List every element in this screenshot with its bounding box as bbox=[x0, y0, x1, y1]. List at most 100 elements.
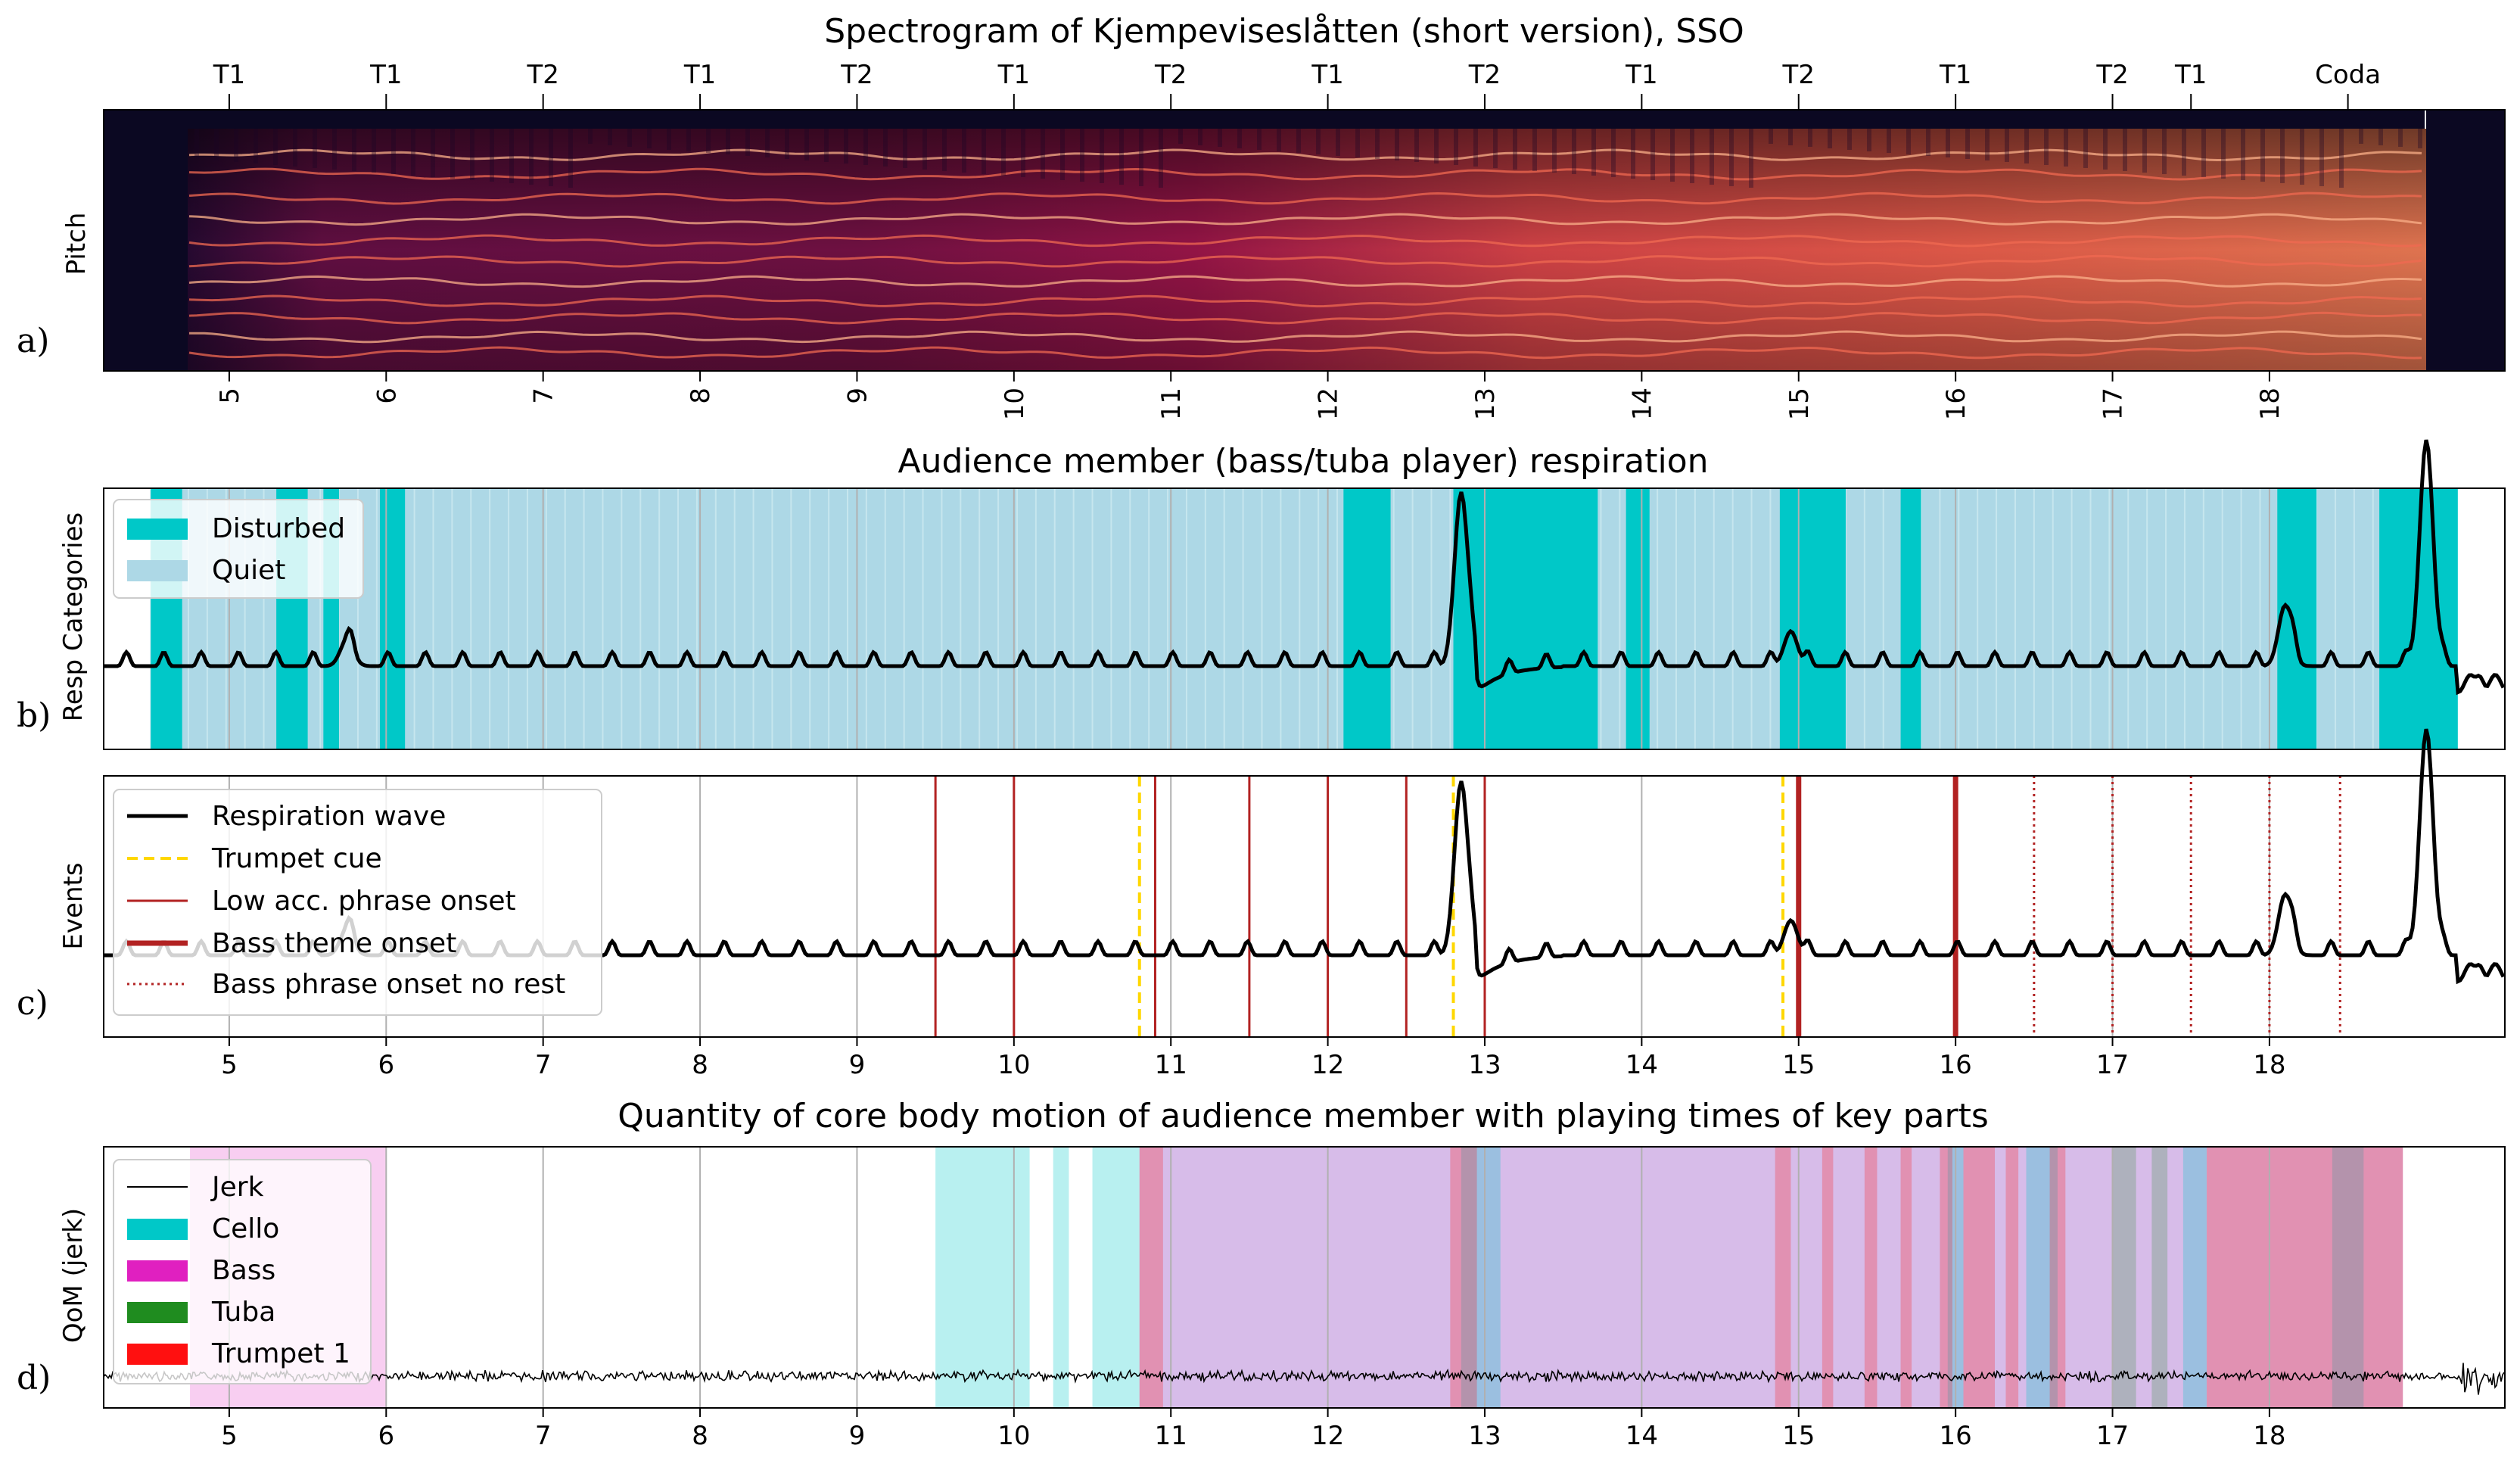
section-label-9: T1 bbox=[1625, 60, 1657, 90]
legend-bass-phrase-label: Bass phrase onset no rest bbox=[212, 969, 565, 1000]
section-label-0: T1 bbox=[213, 60, 245, 90]
tick-label-ticksC-14: 14 bbox=[1626, 1050, 1658, 1080]
tick-label-ticksD-15: 15 bbox=[1782, 1421, 1815, 1451]
trumpet-1-span-2 bbox=[1775, 1147, 1791, 1408]
trumpet-1-span-10 bbox=[2206, 1147, 2403, 1408]
section-label-11: T1 bbox=[1939, 60, 1971, 90]
panel-d: Quantity of core body motion of audience… bbox=[17, 1097, 2506, 1451]
trumpet-1-span-5 bbox=[1900, 1147, 1912, 1408]
panel-b-letter: b) bbox=[17, 696, 51, 735]
legend-trumpet-swatch bbox=[127, 1344, 188, 1365]
tick-label-a-18: 18 bbox=[2255, 388, 2285, 420]
tick-label-ticksC-18: 18 bbox=[2253, 1050, 2285, 1080]
tick-label-ticksD-10: 10 bbox=[997, 1421, 1030, 1451]
spectrogram-frame bbox=[103, 109, 2506, 372]
disturbed-span-5 bbox=[1453, 488, 1598, 749]
tick-label-ticksD-9: 9 bbox=[849, 1421, 866, 1451]
jerk-line bbox=[103, 1363, 2505, 1395]
tick-label-ticksD-8: 8 bbox=[692, 1421, 708, 1451]
tick-label-a-13: 13 bbox=[1470, 388, 1501, 420]
section-label-14: Coda bbox=[2315, 60, 2381, 90]
legend-cello-label: Cello bbox=[212, 1213, 279, 1244]
section-label-6: T2 bbox=[1154, 60, 1187, 90]
spectrogram-harmonic-7 bbox=[188, 294, 2422, 308]
section-label-7: T1 bbox=[1311, 60, 1343, 90]
legend-disturbed-swatch bbox=[127, 519, 188, 540]
panel-c-legend: Respiration wave Trumpet cue Low acc. ph… bbox=[113, 789, 602, 1016]
tick-label-ticksC-16: 16 bbox=[1940, 1050, 1972, 1080]
quiet-span bbox=[151, 488, 2458, 749]
tick-label-ticksD-7: 7 bbox=[535, 1421, 552, 1451]
panel-d-legend-box bbox=[113, 1159, 372, 1384]
panel-b-grid bbox=[228, 488, 2270, 749]
tick-label-ticksD-5: 5 bbox=[221, 1421, 238, 1451]
tick-label-a-16: 16 bbox=[1941, 388, 1971, 420]
spectrogram-harmonics bbox=[188, 129, 2422, 360]
cello-span-1 bbox=[1053, 1147, 1069, 1408]
legend-quiet-label: Quiet bbox=[212, 555, 285, 586]
spectrogram-harmonic-2 bbox=[188, 192, 2422, 205]
trumpet-1-span-3 bbox=[1822, 1147, 1834, 1408]
trumpet-1-span-7 bbox=[1963, 1147, 1995, 1408]
section-label-4: T2 bbox=[840, 60, 873, 90]
disturbed-span-6 bbox=[1626, 488, 1650, 749]
tick-label-ticksD-17: 17 bbox=[2096, 1421, 2129, 1451]
legend-jerk-label: Jerk bbox=[210, 1172, 264, 1203]
panel-d-xticks: 5 6 7 8 9 10 11 12 13 14 15 16 17 18 bbox=[221, 1408, 2286, 1451]
trumpet-1-span-9 bbox=[2049, 1147, 2066, 1408]
tick-label-a-7: 7 bbox=[529, 388, 559, 404]
cello-span-6 bbox=[2182, 1147, 2207, 1408]
tuba-span-0 bbox=[2112, 1147, 2136, 1408]
legend-respiration-label: Respiration wave bbox=[212, 801, 446, 832]
cello-span-7 bbox=[2332, 1147, 2364, 1408]
tick-label-ticksC-11: 11 bbox=[1155, 1050, 1187, 1080]
spectrogram-harmonic-5 bbox=[188, 254, 2422, 268]
tick-label-ticksC-8: 8 bbox=[692, 1050, 708, 1080]
tick-label-ticksD-11: 11 bbox=[1155, 1421, 1187, 1451]
panel-c-frame bbox=[103, 775, 2506, 1038]
legend-quiet-swatch bbox=[127, 560, 188, 581]
spectrogram-harmonic-0 bbox=[188, 148, 2422, 162]
disturbed-span-9 bbox=[2277, 488, 2317, 749]
tick-label-a-12: 12 bbox=[1314, 388, 1344, 420]
tick-label-ticksC-12: 12 bbox=[1311, 1050, 1344, 1080]
disturbed-span-3 bbox=[379, 488, 406, 749]
panel-c-legend-box bbox=[113, 789, 602, 1016]
tick-label-a-6: 6 bbox=[372, 388, 402, 404]
trumpet-1-span-4 bbox=[1864, 1147, 1878, 1408]
tick-label-a-9: 9 bbox=[842, 388, 873, 404]
cello-span-0 bbox=[935, 1147, 1030, 1408]
cello-span-5 bbox=[2026, 1147, 2058, 1408]
section-label-13: T1 bbox=[2174, 60, 2207, 90]
panel-a-title: Spectrogram of Kjempeviseslåtten (short … bbox=[824, 12, 1744, 51]
tick-label-ticksD-13: 13 bbox=[1468, 1421, 1501, 1451]
panel-b: Audience member (bass/tuba player) respi… bbox=[17, 439, 2506, 750]
panel-d-title: Quantity of core body motion of audience… bbox=[618, 1097, 1989, 1135]
tick-label-ticksC-7: 7 bbox=[535, 1050, 552, 1080]
spectrogram-silence-end bbox=[2426, 110, 2505, 371]
event-lines bbox=[934, 776, 2341, 1037]
panel-d-grid bbox=[228, 1147, 2270, 1408]
tick-label-ticksC-9: 9 bbox=[849, 1050, 866, 1080]
section-labels: T1 T1 T2 T1 T2 T1 T2 T1 T2 T1 T2 T1 T2 T1 Coda bbox=[213, 60, 2381, 110]
section-label-10: T2 bbox=[1782, 60, 1815, 90]
spectrogram-harmonic-3 bbox=[188, 213, 2422, 226]
tick-label-a-14: 14 bbox=[1627, 388, 1657, 420]
tick-label-ticksC-10: 10 bbox=[997, 1050, 1030, 1080]
panel-d-legend: Jerk Cello Bass Tuba Trumpet 1 bbox=[113, 1159, 372, 1384]
tick-label-ticksC-13: 13 bbox=[1468, 1050, 1501, 1080]
panel-c-xticks: 5 6 7 8 9 10 11 12 13 14 15 16 17 18 bbox=[221, 1037, 2286, 1080]
legend-tuba-label: Tuba bbox=[211, 1297, 275, 1328]
tick-label-a-5: 5 bbox=[215, 388, 245, 404]
legend-trumpet-label: Trumpet 1 bbox=[211, 1338, 350, 1369]
bass-span-1 bbox=[1139, 1147, 2403, 1408]
trumpet-1-span-0 bbox=[1139, 1147, 1163, 1408]
spectrogram-harmonic-9 bbox=[188, 330, 2422, 344]
legend-disturbed-label: Disturbed bbox=[212, 513, 345, 544]
spectrogram bbox=[103, 109, 2506, 372]
section-label-2: T2 bbox=[526, 60, 558, 90]
panel-a-xticks: 5 6 7 8 9 10 11 12 13 14 15 16 17 18 bbox=[215, 371, 2285, 420]
panel-c-letter: c) bbox=[17, 984, 48, 1023]
panel-b-title: Audience member (bass/tuba player) respi… bbox=[898, 442, 1708, 481]
disturbed-span-4 bbox=[1343, 488, 1391, 749]
